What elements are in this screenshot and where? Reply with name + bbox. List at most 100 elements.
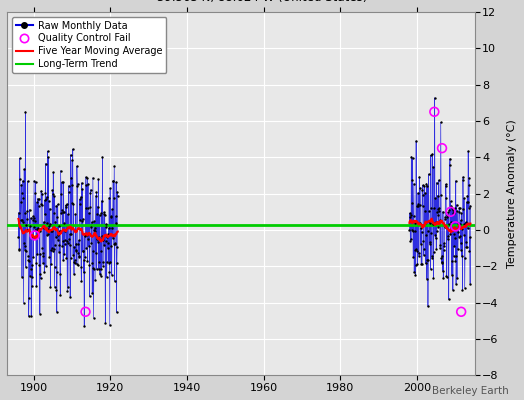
Point — [444, 209, 452, 216]
Point — [464, 225, 472, 231]
Point — [451, 223, 460, 230]
Point — [37, 188, 45, 194]
Point — [67, 255, 75, 262]
Point — [458, 226, 466, 232]
Point — [41, 190, 49, 196]
Point — [456, 220, 464, 227]
Point — [84, 236, 93, 242]
Point — [54, 237, 62, 243]
Point — [438, 145, 446, 151]
Point — [422, 276, 431, 282]
Point — [41, 160, 50, 167]
Point — [93, 235, 102, 242]
Point — [419, 237, 428, 244]
Point — [52, 309, 61, 315]
Point — [78, 186, 86, 192]
Point — [71, 211, 80, 217]
Point — [435, 205, 443, 211]
Point — [424, 171, 433, 177]
Point — [47, 228, 55, 234]
Point — [21, 264, 30, 270]
Point — [83, 175, 91, 181]
Point — [101, 232, 109, 239]
Point — [29, 213, 37, 220]
Point — [416, 184, 424, 191]
Point — [85, 210, 93, 216]
Point — [104, 231, 112, 237]
Point — [32, 283, 40, 290]
Point — [419, 182, 427, 188]
Point — [109, 178, 117, 184]
Point — [77, 194, 85, 200]
Point — [113, 189, 122, 195]
Point — [75, 254, 83, 260]
Point — [18, 217, 27, 223]
Point — [99, 154, 107, 160]
Point — [22, 248, 30, 254]
Point — [446, 208, 455, 215]
Point — [76, 217, 84, 224]
Point — [27, 312, 36, 319]
Point — [105, 194, 113, 201]
Point — [26, 273, 34, 279]
Point — [29, 254, 38, 260]
Point — [447, 219, 455, 225]
Point — [90, 227, 99, 233]
Point — [453, 275, 461, 281]
Point — [61, 227, 70, 234]
Point — [35, 262, 43, 268]
Point — [86, 190, 94, 196]
Point — [453, 229, 462, 236]
Point — [439, 275, 447, 282]
Point — [409, 212, 418, 219]
Point — [430, 108, 439, 115]
Point — [30, 232, 39, 239]
Point — [82, 182, 91, 188]
Point — [74, 262, 82, 269]
Point — [34, 227, 42, 234]
Point — [107, 272, 116, 278]
Point — [446, 155, 454, 162]
Point — [441, 216, 449, 222]
Point — [409, 228, 417, 234]
Point — [94, 266, 103, 272]
Point — [466, 234, 474, 240]
Point — [424, 257, 432, 263]
Point — [465, 248, 474, 254]
Point — [71, 257, 79, 264]
Point — [433, 228, 441, 234]
Point — [443, 212, 452, 218]
Point — [18, 218, 27, 225]
Point — [33, 199, 41, 206]
Point — [77, 278, 85, 284]
Point — [16, 176, 24, 182]
Point — [59, 179, 68, 185]
Point — [28, 283, 36, 289]
Point — [414, 190, 422, 196]
Point — [416, 202, 424, 209]
Point — [455, 204, 464, 211]
Point — [408, 155, 417, 161]
Point — [406, 214, 414, 220]
Point — [439, 208, 447, 215]
Point — [48, 228, 56, 234]
Point — [411, 246, 419, 253]
Point — [79, 248, 87, 254]
Point — [451, 205, 460, 211]
Point — [89, 315, 97, 321]
Point — [430, 205, 438, 212]
Point — [20, 243, 29, 249]
Point — [408, 226, 416, 233]
Point — [76, 200, 84, 207]
Point — [435, 208, 444, 214]
Point — [460, 220, 468, 227]
Point — [39, 219, 48, 225]
Point — [439, 268, 447, 274]
Point — [447, 258, 456, 264]
Point — [55, 242, 63, 248]
Point — [444, 232, 453, 239]
Point — [19, 178, 27, 184]
Point — [449, 210, 457, 216]
Point — [57, 206, 66, 213]
Point — [100, 241, 108, 248]
